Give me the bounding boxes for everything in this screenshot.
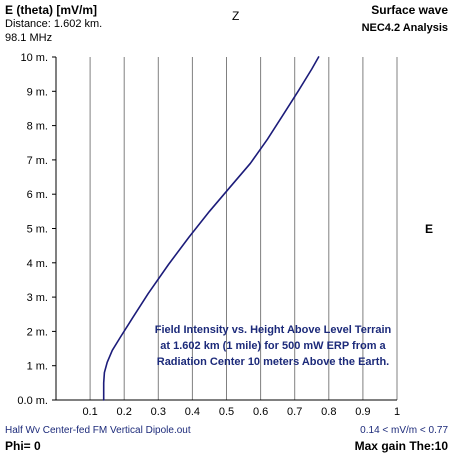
y-tick-label: 2 m. (27, 326, 48, 338)
y-tick-label: 9 m. (27, 86, 48, 98)
mode-label: Surface wave (371, 3, 448, 17)
e-axis-label: E (425, 222, 434, 236)
x-tick-label: 0.5 (219, 406, 234, 418)
annotation-line-1: Field Intensity vs. Height Above Level T… (154, 324, 392, 336)
series-line (102, 56, 320, 401)
x-tick-label: 0.8 (321, 406, 336, 418)
max-gain-label: Max gain The:10 (354, 439, 448, 453)
x-tick-label: 1 (394, 406, 400, 418)
x-tick-label: 0.7 (287, 406, 302, 418)
y-tick-label: 5 m. (27, 224, 48, 236)
x-tick-label: 0.4 (185, 406, 200, 418)
y-tick-label: 3 m. (27, 292, 48, 304)
x-tick-label: 0.3 (151, 406, 166, 418)
annotation-line-3: Radiation Center 10 meters Above the Ear… (156, 356, 390, 368)
phi-label: Phi= 0 (5, 439, 41, 453)
y-tick-label: 7 m. (27, 155, 48, 167)
y-tick-label: 6 m. (27, 189, 48, 201)
analysis-label: NEC4.2 Analysis (361, 22, 448, 34)
x-tick-label: 0.6 (253, 406, 268, 418)
filename-label: Half Wv Center-fed FM Vertical Dipole.ou… (5, 425, 191, 436)
y-tick-label: 0.0 m. (17, 395, 48, 407)
x-tick-label: 0.2 (117, 406, 132, 418)
z-axis-label: Z (232, 9, 240, 23)
x-tick-label: 0.1 (82, 406, 97, 418)
y-tick-label: 1 m. (27, 361, 48, 373)
x-tick-label: 0.9 (355, 406, 370, 418)
y-tick-label: 8 m. (27, 121, 48, 133)
frequency-label: 98.1 MHz (5, 32, 53, 44)
annotation-line-2: at 1.602 km (1 mile) for 500 mW ERP from… (160, 340, 386, 352)
y-tick-label: 4 m. (27, 258, 48, 270)
y-tick-label: 10 m. (20, 52, 48, 64)
chart-annotation: Field Intensity vs. Height Above Level T… (128, 322, 418, 370)
range-label: 0.14 < mV/m < 0.77 (360, 425, 448, 436)
chart-title: E (theta) [mV/m] (5, 3, 98, 17)
distance-label: Distance: 1.602 km. (5, 18, 103, 30)
